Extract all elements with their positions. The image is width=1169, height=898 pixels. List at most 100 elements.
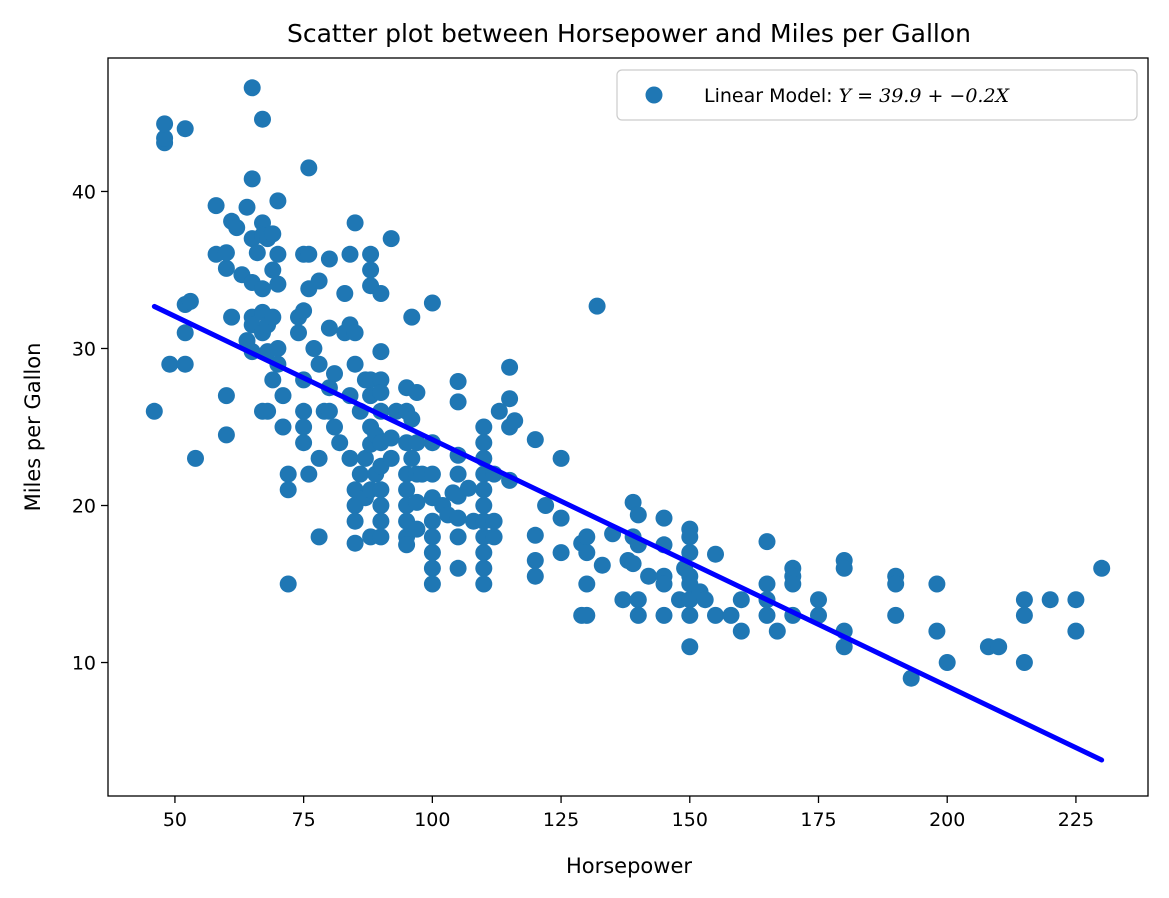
data-point-77 bbox=[320, 402, 338, 420]
data-point-251 bbox=[887, 606, 905, 624]
data-point-191 bbox=[552, 509, 570, 527]
data-point-197 bbox=[578, 575, 596, 593]
data-point-202 bbox=[614, 591, 632, 609]
data-point-173 bbox=[475, 544, 493, 562]
data-point-6 bbox=[176, 324, 194, 342]
x-axis-label: Horsepower bbox=[566, 854, 692, 878]
data-point-48 bbox=[269, 275, 287, 293]
data-point-162 bbox=[449, 559, 467, 577]
data-point-166 bbox=[475, 434, 493, 452]
data-point-86 bbox=[341, 449, 359, 467]
data-point-87 bbox=[346, 214, 364, 232]
data-point-250 bbox=[887, 575, 905, 593]
data-point-155 bbox=[449, 373, 467, 390]
data-point-234 bbox=[758, 533, 776, 551]
data-point-228 bbox=[696, 591, 714, 609]
data-point-99 bbox=[362, 245, 380, 263]
regression-line-group bbox=[151, 303, 1105, 763]
data-point-180 bbox=[501, 358, 519, 376]
data-point-246 bbox=[835, 559, 853, 577]
x-tick-label-200: 200 bbox=[929, 809, 965, 831]
data-point-0 bbox=[145, 402, 163, 420]
data-point-229 bbox=[707, 545, 724, 563]
data-point-68 bbox=[305, 340, 323, 357]
data-point-64 bbox=[300, 159, 318, 177]
legend-label-prefix: Linear Model: bbox=[704, 85, 839, 107]
data-point-209 bbox=[629, 591, 647, 609]
data-point-149 bbox=[423, 544, 441, 562]
data-point-9 bbox=[181, 292, 199, 310]
data-point-95 bbox=[351, 465, 369, 483]
data-point-237 bbox=[758, 606, 776, 624]
y-axis-label: Miles per Gallon bbox=[21, 343, 45, 512]
data-point-261 bbox=[1041, 591, 1059, 609]
data-point-248 bbox=[835, 638, 853, 656]
data-point-187 bbox=[526, 552, 544, 569]
data-point-253 bbox=[928, 575, 946, 593]
data-point-215 bbox=[655, 575, 673, 593]
data-point-200 bbox=[593, 556, 611, 574]
data-point-79 bbox=[326, 365, 343, 383]
data-point-4 bbox=[161, 355, 179, 373]
data-point-259 bbox=[1015, 606, 1033, 624]
plot-area-frame bbox=[107, 57, 1149, 797]
data-point-141 bbox=[408, 520, 426, 538]
data-point-129 bbox=[398, 481, 416, 499]
data-point-138 bbox=[408, 434, 426, 452]
data-point-13 bbox=[217, 259, 235, 277]
data-point-143 bbox=[423, 294, 441, 312]
legend: Linear Model: Y = 39.9 + −0.2X bbox=[616, 69, 1138, 121]
data-point-89 bbox=[346, 324, 364, 342]
data-point-47 bbox=[269, 245, 287, 263]
data-point-59 bbox=[295, 302, 313, 320]
data-point-69 bbox=[310, 272, 328, 290]
data-point-175 bbox=[475, 575, 493, 593]
data-point-165 bbox=[475, 418, 493, 436]
data-point-184 bbox=[506, 412, 524, 430]
data-point-137 bbox=[408, 384, 426, 401]
data-point-158 bbox=[449, 465, 467, 483]
data-point-88 bbox=[346, 355, 364, 373]
data-point-225 bbox=[681, 606, 699, 624]
data-point-31 bbox=[254, 110, 271, 128]
data-point-198 bbox=[578, 606, 596, 624]
data-point-5 bbox=[176, 355, 194, 373]
data-point-212 bbox=[655, 509, 673, 527]
data-point-118 bbox=[372, 497, 390, 514]
data-point-170 bbox=[475, 497, 493, 514]
data-point-238 bbox=[768, 622, 786, 640]
data-point-17 bbox=[223, 308, 241, 326]
y-tick-label-10: 10 bbox=[72, 653, 96, 675]
data-point-83 bbox=[341, 245, 359, 263]
data-point-199 bbox=[588, 297, 606, 315]
data-point-120 bbox=[372, 528, 390, 546]
data-point-258 bbox=[1015, 591, 1033, 609]
data-point-2 bbox=[156, 129, 174, 147]
data-point-11 bbox=[207, 197, 225, 215]
data-point-252 bbox=[902, 669, 920, 687]
data-point-133 bbox=[398, 536, 416, 554]
data-point-19 bbox=[228, 219, 246, 237]
legend-box bbox=[616, 69, 1138, 121]
x-tick-label-50: 50 bbox=[163, 809, 187, 831]
data-point-169 bbox=[475, 481, 493, 499]
data-point-160 bbox=[449, 509, 467, 527]
data-point-37 bbox=[254, 280, 271, 298]
data-point-42 bbox=[264, 225, 282, 243]
data-point-161 bbox=[449, 528, 467, 546]
data-point-255 bbox=[938, 654, 956, 671]
data-point-30 bbox=[248, 244, 266, 262]
data-point-52 bbox=[274, 418, 292, 436]
data-point-112 bbox=[372, 371, 390, 389]
data-point-134 bbox=[403, 308, 421, 326]
data-point-110 bbox=[372, 285, 390, 302]
data-point-53 bbox=[279, 465, 297, 483]
legend-equation: Y = 39.9 + −0.2X bbox=[839, 85, 1011, 107]
data-point-207 bbox=[629, 506, 647, 524]
data-point-119 bbox=[372, 512, 390, 530]
data-point-263 bbox=[1067, 622, 1085, 640]
data-point-226 bbox=[681, 638, 699, 656]
data-point-178 bbox=[485, 528, 503, 546]
scatter-points bbox=[145, 79, 1111, 687]
